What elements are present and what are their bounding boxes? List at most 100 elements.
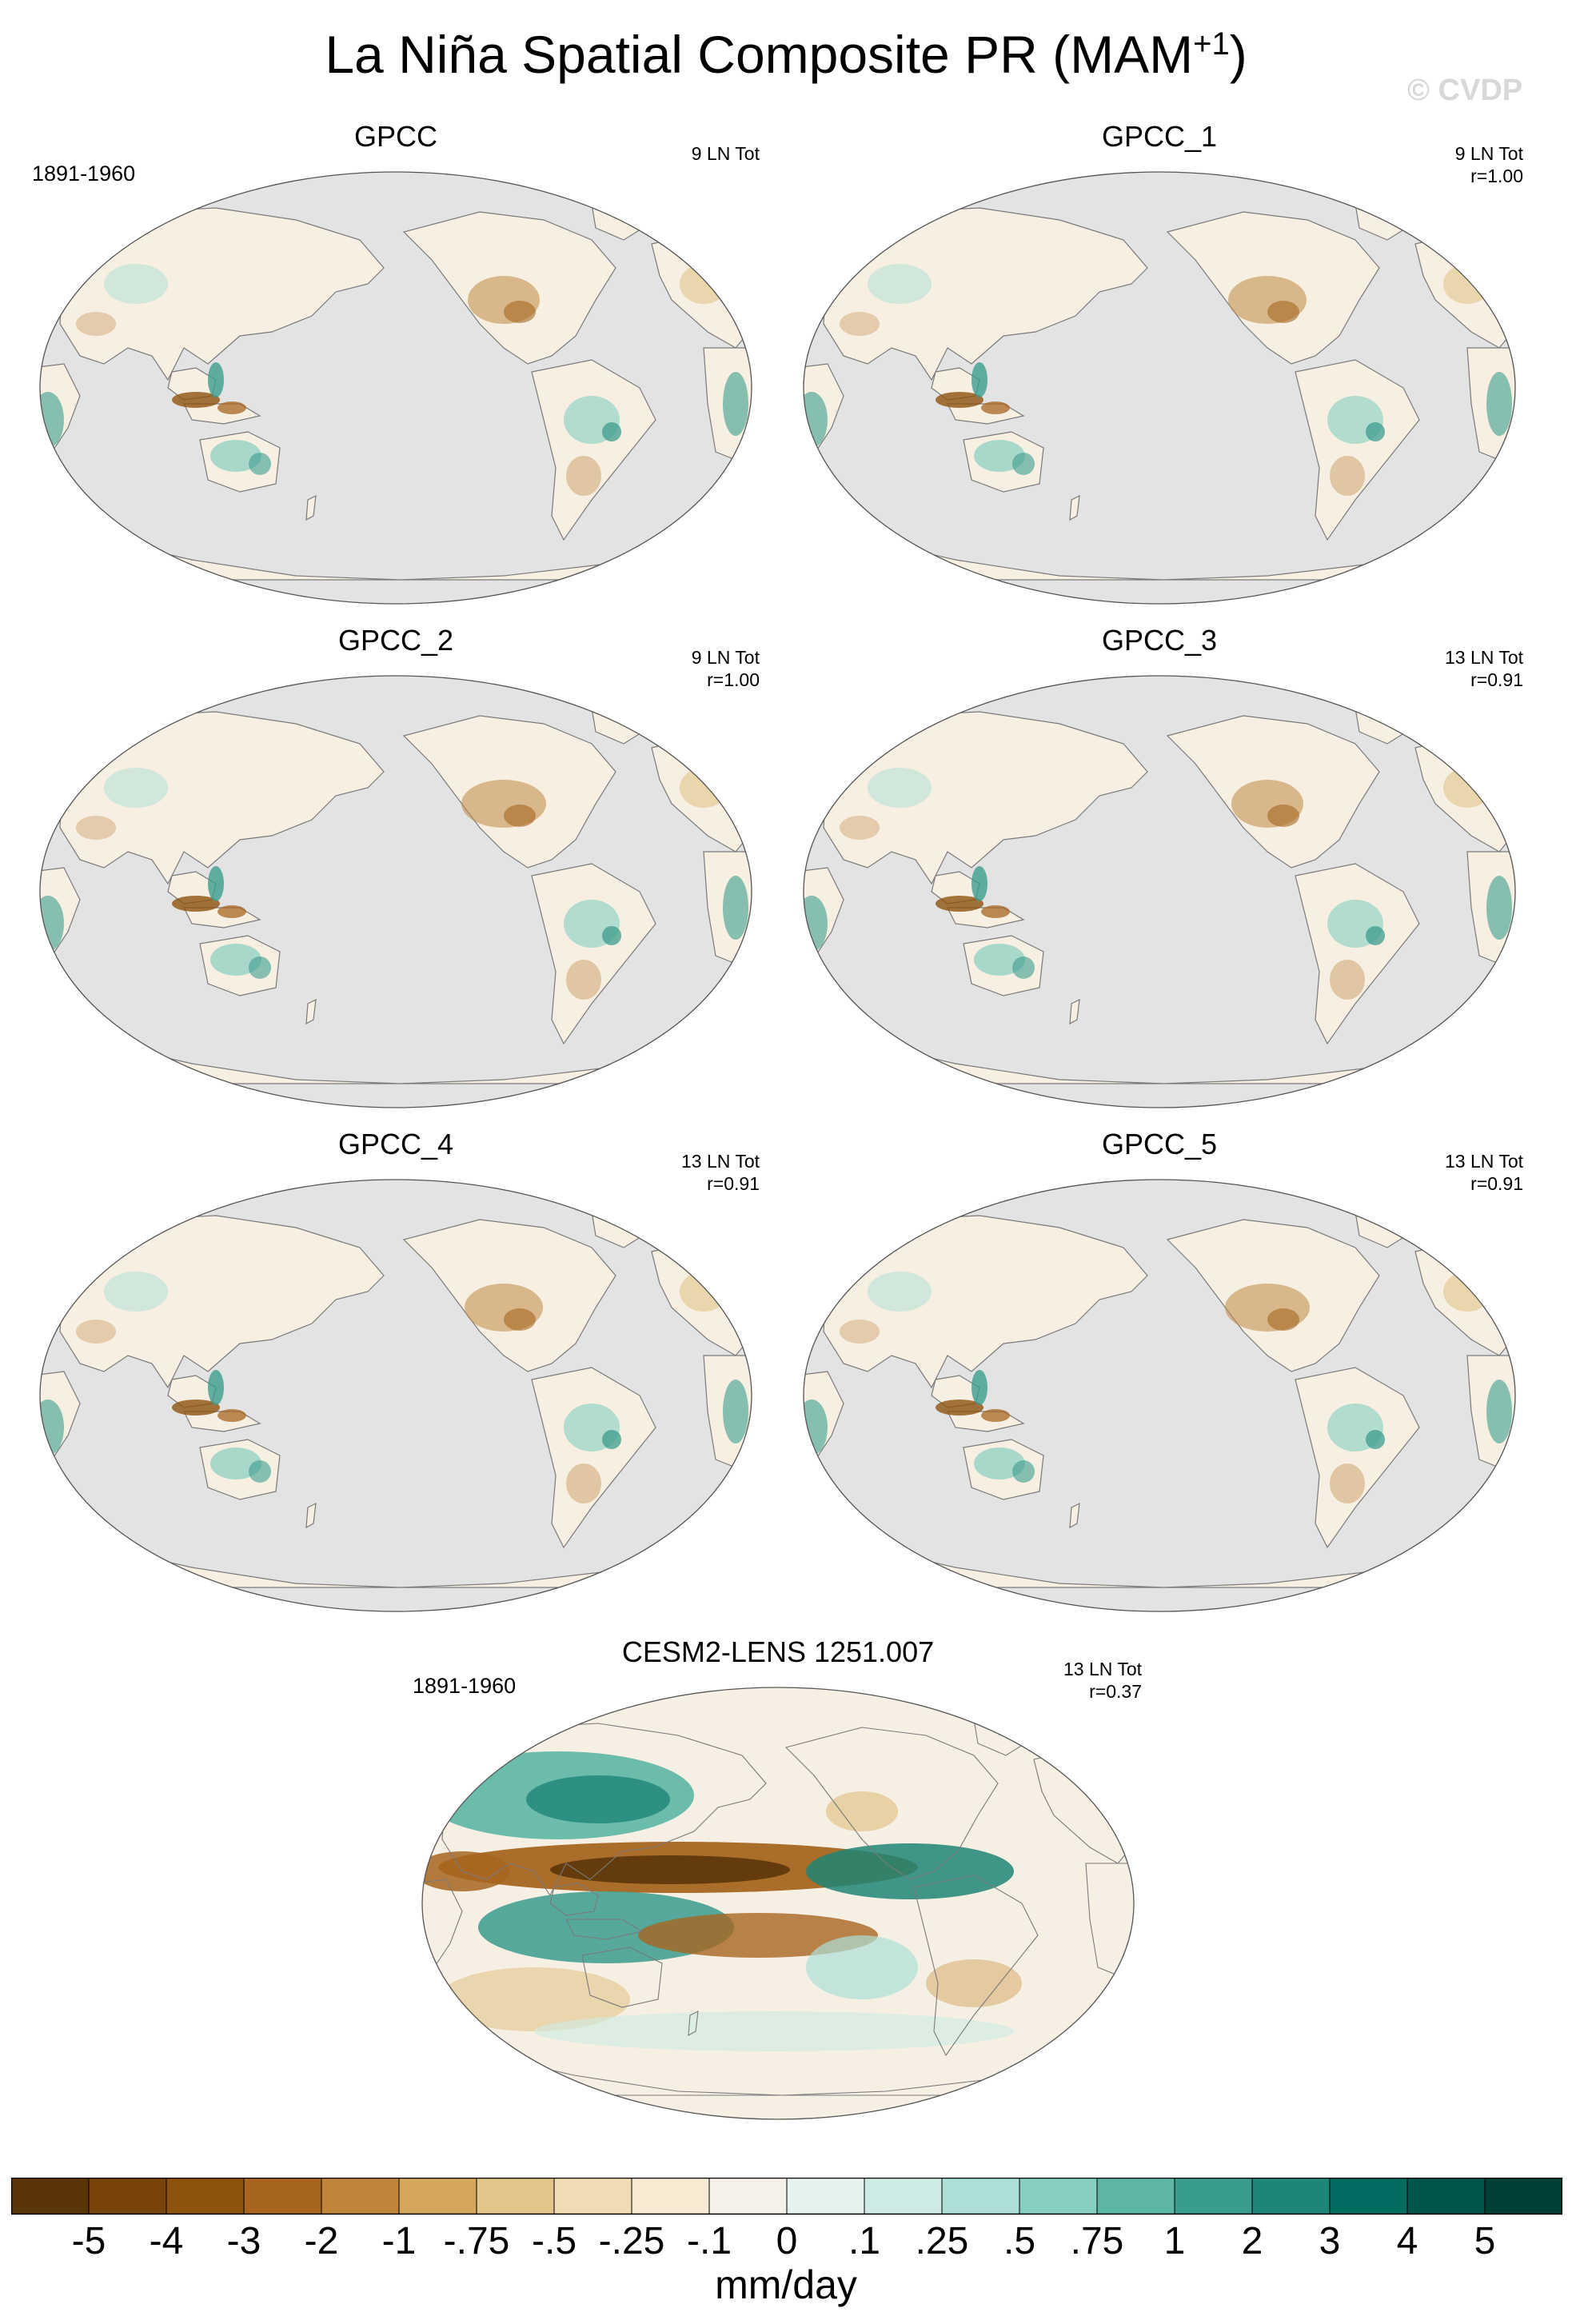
coast-eurasia <box>441 1723 767 1897</box>
colorbar-swatch <box>11 2178 90 2214</box>
anomaly-africa-west <box>40 392 64 448</box>
anomaly-southern-ocean <box>534 2011 1014 2051</box>
land-newzealand <box>305 998 317 1025</box>
anomaly-europe <box>680 768 728 808</box>
land-antarctica <box>867 1547 1452 1588</box>
map-panel-gpcc-1: GPCC_1 9 LN Tot r=1.00 <box>796 120 1523 616</box>
colorbar-swatch <box>89 2178 167 2214</box>
panel-title: GPCC_3 <box>1101 624 1218 657</box>
colorbar-swatch <box>554 2178 632 2214</box>
colorbar-swatch <box>1485 2178 1562 2214</box>
anomaly-borneo-dry <box>217 905 246 918</box>
world-map <box>39 171 752 605</box>
land-newzealand <box>1069 494 1080 521</box>
anomaly-australia-east <box>249 1460 271 1483</box>
colorbar-swatch <box>477 2178 555 2214</box>
colorbar-tick-label: -.75 <box>443 2220 510 2262</box>
map-panel-gpcc-3: GPCC_3 13 LN Tot r=0.91 <box>796 624 1523 1120</box>
world-map <box>39 675 752 1108</box>
anomaly-ne-brazil <box>1366 926 1385 945</box>
anomaly-indonesia-dry <box>936 1400 983 1416</box>
land-samerica <box>1295 1367 1420 1549</box>
anomaly-asia-dry <box>840 816 880 840</box>
colorbar-swatch <box>166 2178 245 2214</box>
anomaly-asia-wet <box>868 768 932 808</box>
colorbar-swatch <box>942 2178 1020 2214</box>
colorbar-swatch <box>399 2178 477 2214</box>
world-map <box>421 1687 1135 2120</box>
anomaly-philippines-wet <box>972 1370 987 1405</box>
land-samerica <box>1295 863 1420 1045</box>
map-border <box>39 675 752 1108</box>
map-border <box>803 171 1516 605</box>
map-content <box>804 1180 1515 1611</box>
anomaly-africa-east <box>723 876 748 940</box>
anomaly-australia-east <box>1012 1460 1035 1483</box>
cvdp-watermark: © CVDP <box>1407 74 1523 107</box>
event-count: 9 LN Tot <box>691 143 760 164</box>
anomaly-s-atlantic <box>926 1959 1022 2007</box>
ocean-mask <box>804 1180 1515 1611</box>
anomaly-southern-dry <box>438 1967 630 2031</box>
anomaly-australia-east <box>1012 956 1035 979</box>
coast-antarctica <box>485 2054 1071 2096</box>
land-antarctica <box>867 1043 1452 1084</box>
event-count: 13 LN Tot <box>680 1151 760 1172</box>
anomaly-borneo-dry <box>981 401 1010 414</box>
anomaly-sa-dry <box>1330 456 1365 496</box>
colorbar-tick-label: 5 <box>1474 2220 1496 2262</box>
colorbar-tick-label: -.5 <box>531 2220 577 2262</box>
colorbar-swatch <box>1019 2178 1098 2214</box>
panel-title: CESM2-LENS 1251.007 <box>621 1635 935 1668</box>
coast-africa <box>422 1879 463 1976</box>
anomaly-philippines-wet <box>208 1370 224 1405</box>
panel-title: GPCC_1 <box>1101 120 1218 153</box>
land-eurasia <box>59 207 385 381</box>
anomaly-indonesia-dry <box>936 392 983 408</box>
map-panel-gpcc-4: GPCC_4 13 LN Tot r=0.91 <box>32 1128 760 1623</box>
map-panel-gpcc-5: GPCC_5 13 LN Tot r=0.91 <box>796 1128 1523 1623</box>
pattern-correlation: r=1.00 <box>1470 166 1523 186</box>
anomaly-africa-east <box>723 372 748 436</box>
map-border <box>39 171 752 605</box>
anomaly-africa-east <box>1486 1380 1512 1444</box>
anomaly-ne-brazil <box>602 926 621 945</box>
colorbar-swatch <box>1330 2178 1408 2214</box>
colorbar-swatch <box>632 2178 710 2214</box>
anomaly-borneo-dry <box>981 905 1010 918</box>
land-samerica <box>1295 359 1420 541</box>
land-newzealand <box>1069 998 1080 1025</box>
colorbar-swatch <box>1407 2178 1486 2214</box>
map-content <box>804 676 1515 1108</box>
panel-title: GPCC <box>353 120 437 153</box>
colorbar <box>11 2178 1562 2215</box>
anomaly-us-core <box>1267 1308 1299 1331</box>
coast-indonesia <box>565 1919 644 1940</box>
panel-title: GPCC_5 <box>1101 1128 1218 1160</box>
event-count: 13 LN Tot <box>1444 647 1523 668</box>
anomaly-africa-west <box>804 896 828 952</box>
land-samerica <box>531 359 656 541</box>
anomaly-europe <box>1443 768 1491 808</box>
anomaly-europe <box>680 264 728 304</box>
coast-australia <box>581 1947 663 2008</box>
map-panel-cesm2-lens-1251-007: CESM2-LENS 1251.007 1891-1960 13 LN Tot r=0… <box>413 1635 1142 2131</box>
anomaly-sa-dry <box>1330 1463 1365 1503</box>
anomaly-asia-wet <box>104 768 168 808</box>
panel-stats: 13 LN Tot r=0.91 <box>681 1150 760 1195</box>
panel-period: 1891-1960 <box>32 162 136 186</box>
anomaly-asia-wet <box>868 1272 932 1312</box>
anomaly-sp-dry <box>638 1913 878 1958</box>
anomaly-ne-brazil <box>1366 422 1385 441</box>
coast-namerica <box>784 1727 999 1880</box>
anomaly-sa-dry <box>566 456 601 496</box>
map-border <box>421 1687 1135 2120</box>
world-map <box>39 1179 752 1612</box>
ocean-mask <box>40 172 752 604</box>
anomaly-australia-east <box>249 956 271 979</box>
land-antarctica <box>867 539 1452 581</box>
anomaly-asia-wet <box>104 1272 168 1312</box>
anomaly-ne-brazil <box>602 422 621 441</box>
anomaly-europe <box>1443 264 1491 304</box>
colorbar-tick-label: -3 <box>226 2220 261 2262</box>
